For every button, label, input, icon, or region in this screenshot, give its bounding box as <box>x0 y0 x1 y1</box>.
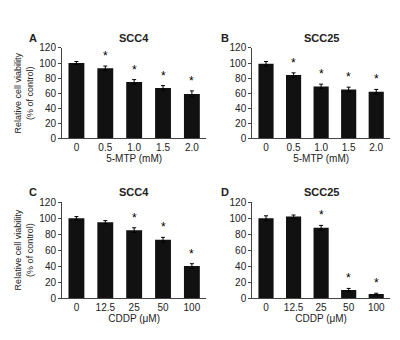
svg-text:60: 60 <box>235 88 247 99</box>
svg-text:40: 40 <box>45 103 57 114</box>
svg-text:20: 20 <box>45 277 57 288</box>
svg-text:*: * <box>189 74 194 88</box>
svg-text:A: A <box>29 32 37 44</box>
svg-text:*: * <box>346 271 351 285</box>
svg-text:100: 100 <box>39 58 56 69</box>
svg-text:*: * <box>346 70 351 84</box>
svg-text:CDDP (μM): CDDP (μM) <box>108 313 160 324</box>
svg-text:0: 0 <box>74 302 80 313</box>
svg-text:40: 40 <box>45 261 57 272</box>
svg-text:12.5: 12.5 <box>284 302 304 313</box>
svg-text:120: 120 <box>230 197 247 208</box>
svg-text:2.0: 2.0 <box>369 142 383 153</box>
svg-text:CDDP (μM): CDDP (μM) <box>295 313 347 324</box>
svg-text:*: * <box>189 247 194 261</box>
svg-text:*: * <box>161 69 166 83</box>
svg-text:100: 100 <box>230 213 247 224</box>
svg-text:50: 50 <box>343 302 355 313</box>
svg-text:40: 40 <box>235 103 247 114</box>
svg-text:5-MTP (mM): 5-MTP (mM) <box>293 153 349 164</box>
svg-text:Relative cell viability(% of c: Relative cell viability(% of control) <box>13 209 35 290</box>
svg-text:80: 80 <box>235 229 247 240</box>
svg-text:0.5: 0.5 <box>287 142 301 153</box>
svg-text:120: 120 <box>39 42 56 53</box>
svg-text:0.5: 0.5 <box>98 142 112 153</box>
svg-text:*: * <box>374 72 379 86</box>
svg-text:100: 100 <box>39 213 56 224</box>
svg-text:0: 0 <box>74 142 80 153</box>
svg-text:25: 25 <box>129 302 141 313</box>
svg-text:100: 100 <box>368 302 385 313</box>
svg-text:1.0: 1.0 <box>314 142 328 153</box>
svg-text:0: 0 <box>50 293 56 304</box>
svg-text:SCC4: SCC4 <box>119 186 149 198</box>
svg-text:1.5: 1.5 <box>342 142 356 153</box>
svg-text:D: D <box>221 186 229 198</box>
svg-text:C: C <box>29 186 37 198</box>
svg-text:80: 80 <box>45 229 57 240</box>
svg-text:B: B <box>221 32 229 44</box>
svg-text:5-MTP (mM): 5-MTP (mM) <box>106 153 162 164</box>
svg-text:60: 60 <box>45 245 57 256</box>
svg-text:80: 80 <box>45 73 57 84</box>
svg-text:*: * <box>132 63 137 77</box>
svg-text:SCC4: SCC4 <box>119 32 149 44</box>
svg-text:*: * <box>319 67 324 81</box>
svg-text:120: 120 <box>230 42 247 53</box>
svg-text:1.5: 1.5 <box>156 142 170 153</box>
svg-text:12.5: 12.5 <box>96 302 116 313</box>
svg-text:0: 0 <box>50 133 56 144</box>
svg-text:1.0: 1.0 <box>127 142 141 153</box>
svg-text:80: 80 <box>235 73 247 84</box>
svg-text:25: 25 <box>316 302 328 313</box>
svg-text:*: * <box>161 220 166 234</box>
svg-text:Relative cell viability(% of c: Relative cell viability(% of control) <box>13 52 35 133</box>
svg-text:100: 100 <box>230 58 247 69</box>
svg-text:2.0: 2.0 <box>185 142 199 153</box>
svg-text:0: 0 <box>263 142 269 153</box>
svg-text:*: * <box>374 276 379 290</box>
svg-text:20: 20 <box>235 118 247 129</box>
svg-text:*: * <box>132 211 137 225</box>
svg-text:60: 60 <box>45 88 57 99</box>
svg-text:60: 60 <box>235 245 247 256</box>
svg-text:100: 100 <box>184 302 201 313</box>
svg-text:*: * <box>103 49 108 63</box>
svg-text:SCC25: SCC25 <box>304 186 339 198</box>
svg-text:0: 0 <box>263 302 269 313</box>
svg-text:20: 20 <box>235 277 247 288</box>
svg-text:*: * <box>291 56 296 70</box>
svg-text:120: 120 <box>39 197 56 208</box>
svg-text:0: 0 <box>241 133 247 144</box>
svg-text:40: 40 <box>235 261 247 272</box>
svg-text:0: 0 <box>241 293 247 304</box>
svg-text:50: 50 <box>157 302 169 313</box>
svg-text:20: 20 <box>45 118 57 129</box>
svg-text:SCC25: SCC25 <box>304 32 339 44</box>
svg-text:*: * <box>319 208 324 222</box>
